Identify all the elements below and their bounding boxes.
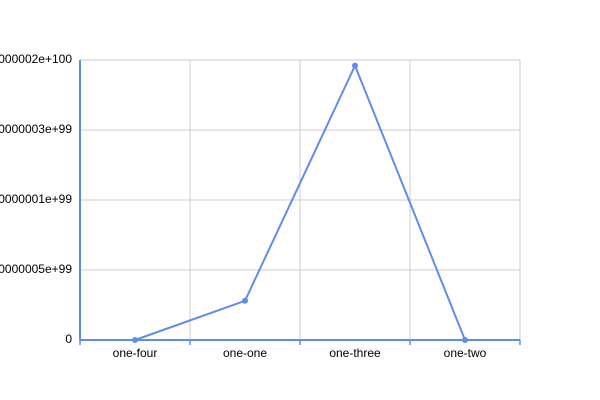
point <box>132 337 138 343</box>
y-tick-label: 0000002e+100 <box>0 52 72 66</box>
y-tick-label: 0000005e+99 <box>0 262 72 276</box>
line <box>134 63 466 341</box>
point <box>242 297 248 304</box>
y-tick-label: 0000001e+99 <box>0 192 72 206</box>
point <box>352 62 358 69</box>
y-tick-label: 0 <box>65 332 72 346</box>
x-tick-label: one-three <box>329 346 381 360</box>
point <box>462 337 468 343</box>
y-tick-label: 0000003e+99 <box>0 122 72 136</box>
x-tick-label: one-one <box>223 346 267 360</box>
x-tick-label: one-four <box>113 346 158 360</box>
x-tick-label: one-two <box>444 346 487 360</box>
